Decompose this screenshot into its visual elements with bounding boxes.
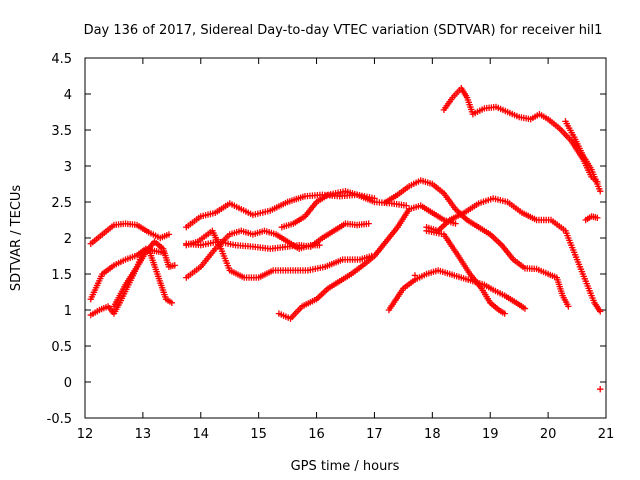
y-tick-label: 0.5	[51, 340, 72, 355]
data-point	[521, 305, 529, 312]
y-tick-label: 4.5	[51, 52, 72, 67]
y-axis-label: SDTVAR / TECUs	[9, 185, 24, 292]
x-tick-label: 19	[482, 427, 499, 442]
series-arc-17	[582, 213, 601, 224]
data-marks	[87, 85, 604, 393]
data-point	[594, 214, 601, 222]
series-arc-5	[183, 191, 410, 231]
y-tick-label: 2.5	[51, 196, 72, 211]
series-arc-4	[110, 238, 178, 310]
y-tick-label: 2	[64, 232, 72, 247]
y-tick-label: 0	[64, 376, 72, 391]
series-arc-8	[183, 227, 375, 281]
series-arc-15	[440, 85, 601, 186]
series-arc-14	[423, 227, 508, 317]
series-arc-9	[275, 202, 459, 322]
series-arc-16	[562, 118, 604, 195]
series-arc-10	[278, 188, 378, 231]
data-point	[565, 303, 572, 310]
y-tick-label: -0.5	[47, 412, 72, 427]
series-arc-7	[183, 227, 323, 281]
axis-ticks	[84, 57, 607, 419]
x-axis-label: GPS time / hours	[291, 459, 400, 474]
data-point	[371, 195, 378, 202]
data-point	[316, 242, 323, 249]
series-arc-1	[87, 220, 173, 247]
y-tick-label: 1.5	[51, 268, 72, 283]
data-point	[597, 188, 604, 195]
x-tick-labels: 12 13 14 15 16 17 18 19 20 21	[77, 427, 615, 442]
data-point	[597, 308, 604, 315]
chart-title: Day 136 of 2017, Sidereal Day-to-day VTE…	[84, 23, 603, 38]
series-arc-12	[385, 267, 529, 314]
x-tick-label: 16	[308, 427, 325, 442]
data-point	[171, 262, 178, 269]
x-tick-label: 21	[598, 427, 615, 442]
data-point	[165, 231, 173, 238]
data-point	[403, 202, 410, 209]
series-arc-11	[382, 177, 572, 310]
series-outliers	[411, 272, 604, 393]
x-tick-label: 15	[250, 427, 267, 442]
x-tick-label: 13	[135, 427, 152, 442]
data-point	[597, 386, 604, 393]
x-tick-label: 14	[193, 427, 210, 442]
x-tick-label: 17	[366, 427, 383, 442]
series-arc-13	[423, 195, 604, 315]
y-tick-labels: -0.5 0 0.5 1 1.5 2 2.5 3 3.5 4 4.5	[47, 52, 72, 427]
y-tick-label: 1	[64, 304, 72, 319]
data-point	[452, 220, 459, 227]
y-tick-label: 4	[64, 88, 72, 103]
x-tick-label: 12	[77, 427, 94, 442]
y-tick-label: 3.5	[51, 124, 72, 139]
data-point	[168, 299, 176, 306]
data-point	[501, 310, 508, 317]
x-tick-label: 18	[424, 427, 441, 442]
y-tick-label: 3	[64, 160, 72, 175]
x-tick-label: 20	[540, 427, 557, 442]
data-point	[365, 220, 372, 227]
data-point	[411, 272, 419, 279]
